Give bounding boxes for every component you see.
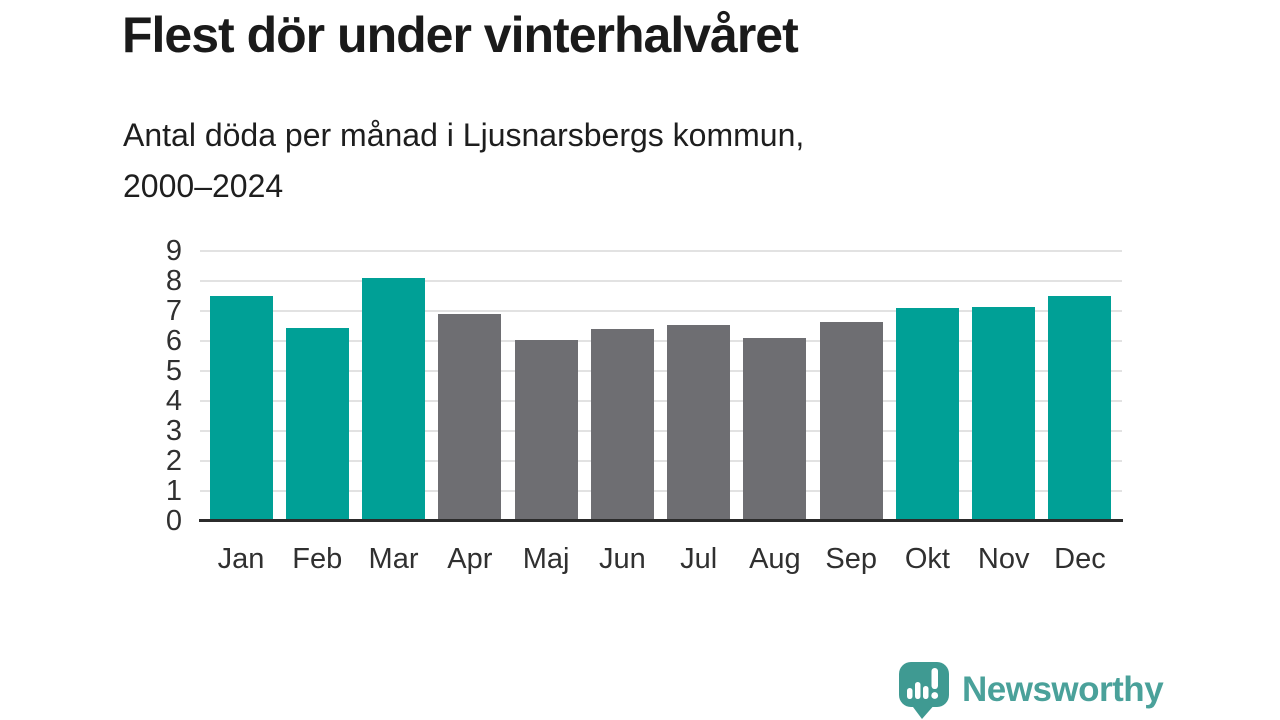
- newsworthy-logo: Newsworthy: [897, 661, 1164, 719]
- gridline-1: [200, 490, 1122, 492]
- x-tick-label-dec: Dec: [1054, 543, 1106, 575]
- x-tick-label-maj: Maj: [522, 543, 570, 575]
- bar-feb: [285, 327, 349, 521]
- gridline-4: [200, 400, 1122, 402]
- bar-jul: [667, 324, 731, 521]
- gridline-5: [200, 370, 1122, 372]
- gridline-8: [200, 280, 1122, 282]
- page-title: Flest dör under vinterhalvåret: [122, 7, 799, 63]
- newsworthy-chart-bubble-icon: [899, 662, 949, 719]
- x-tick-label-jun: Jun: [598, 543, 646, 575]
- chart-subtitle-line1: Antal döda per månad i Ljusnarsbergs kom…: [123, 117, 805, 153]
- plot-area: [200, 250, 1122, 521]
- gridline-7: [200, 310, 1122, 312]
- bar-apr: [438, 314, 502, 521]
- x-tick-label-mar: Mar: [368, 543, 419, 575]
- x-tick-label-jan: Jan: [217, 543, 265, 575]
- y-tick-label-7: 7: [165, 295, 182, 327]
- chart-subtitle-line2: 2000–2024: [123, 168, 284, 204]
- x-axis-line: [199, 519, 1123, 522]
- bar-maj: [514, 339, 578, 521]
- y-tick-label-8: 8: [165, 265, 182, 297]
- y-tick-label-5: 5: [165, 355, 182, 387]
- y-tick-label-1: 1: [165, 475, 182, 507]
- brand-name: Newsworthy: [962, 670, 1164, 709]
- y-tick-label-4: 4: [165, 385, 182, 417]
- x-axis: Jan Feb Mar Apr Maj Jun Jul Aug Sep Okt Nov Dec: [200, 543, 1122, 583]
- x-tick-label-sep: Sep: [825, 543, 877, 575]
- bar-mar: [362, 278, 426, 521]
- bar-sep: [819, 321, 883, 521]
- x-tick-label-okt: Okt: [904, 543, 950, 575]
- bar-okt: [895, 308, 959, 521]
- x-tick-label-jul: Jul: [680, 543, 718, 575]
- x-tick-label-feb: Feb: [292, 543, 343, 575]
- x-tick-label-aug: Aug: [749, 543, 801, 575]
- x-tick-label-apr: Apr: [447, 543, 493, 575]
- y-tick-label-3: 3: [165, 415, 182, 447]
- bar-aug: [743, 338, 807, 521]
- gridline-3: [200, 430, 1122, 432]
- chart-subtitle: Antal döda per månad i Ljusnarsbergs kom…: [123, 110, 804, 212]
- bar-nov: [972, 306, 1036, 521]
- y-tick-label-0: 0: [165, 505, 182, 537]
- y-tick-label-6: 6: [165, 325, 182, 357]
- bar-jun: [590, 329, 654, 521]
- y-tick-label-9: 9: [165, 235, 182, 267]
- gridline-9: [200, 250, 1122, 252]
- x-tick-label-nov: Nov: [977, 543, 1030, 575]
- gridline-2: [200, 460, 1122, 462]
- bar-dec: [1048, 296, 1112, 521]
- gridline-6: [200, 340, 1122, 342]
- bar-jan: [209, 296, 273, 521]
- y-tick-label-2: 2: [165, 445, 182, 477]
